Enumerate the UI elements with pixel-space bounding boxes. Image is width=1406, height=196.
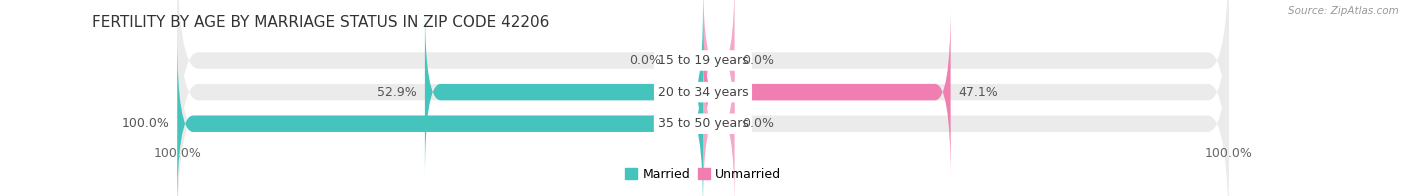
Text: FERTILITY BY AGE BY MARRIAGE STATUS IN ZIP CODE 42206: FERTILITY BY AGE BY MARRIAGE STATUS IN Z… xyxy=(93,15,550,30)
FancyBboxPatch shape xyxy=(425,5,703,179)
Text: 15 to 19 years: 15 to 19 years xyxy=(658,54,748,67)
Text: 52.9%: 52.9% xyxy=(377,86,418,99)
Text: 0.0%: 0.0% xyxy=(742,54,775,67)
FancyBboxPatch shape xyxy=(177,0,1229,196)
Text: 35 to 50 years: 35 to 50 years xyxy=(658,117,748,130)
FancyBboxPatch shape xyxy=(703,5,950,179)
Text: Source: ZipAtlas.com: Source: ZipAtlas.com xyxy=(1288,6,1399,16)
Text: 47.1%: 47.1% xyxy=(959,86,998,99)
Text: 0.0%: 0.0% xyxy=(628,54,661,67)
FancyBboxPatch shape xyxy=(177,37,703,196)
FancyBboxPatch shape xyxy=(177,0,1229,179)
FancyBboxPatch shape xyxy=(703,37,734,196)
Legend: Married, Unmarried: Married, Unmarried xyxy=(620,163,786,186)
Text: 0.0%: 0.0% xyxy=(742,117,775,130)
FancyBboxPatch shape xyxy=(177,5,1229,196)
Text: 100.0%: 100.0% xyxy=(121,117,169,130)
Text: 20 to 34 years: 20 to 34 years xyxy=(658,86,748,99)
FancyBboxPatch shape xyxy=(703,0,734,147)
